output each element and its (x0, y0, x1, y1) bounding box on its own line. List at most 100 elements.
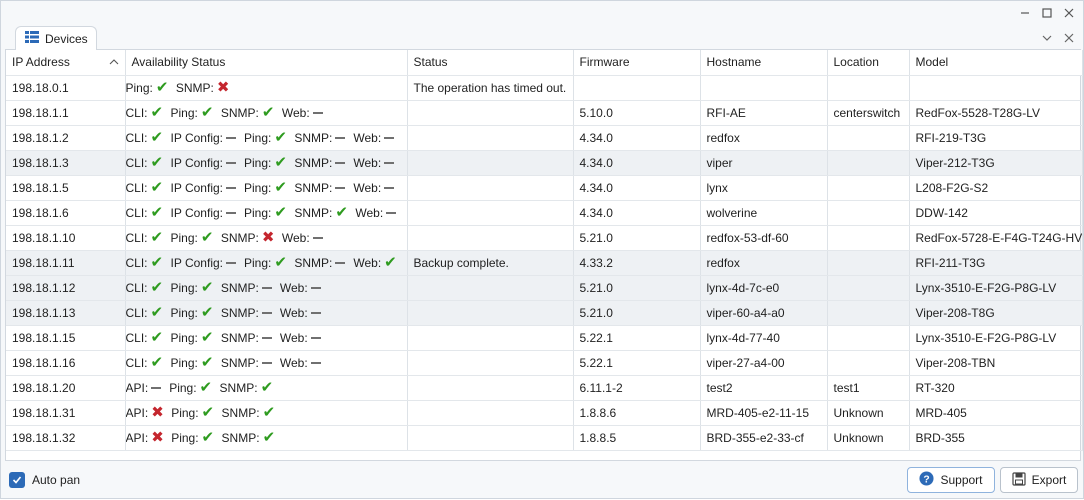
table-row[interactable]: 198.18.1.10 CLI: ✔ Ping: ✔ SNMP: ✖ Web: 5.21.0 re… (6, 225, 1083, 251)
availability-item: CLI: ✔ (125, 155, 164, 170)
table-row[interactable]: 198.18.1.1 CLI: ✔ Ping: ✔ SNMP: ✔ Web: 5.10.0 RFI… (6, 100, 1083, 126)
availability-item: Ping: ✔ (244, 153, 287, 171)
tab-devices[interactable]: Devices (15, 26, 97, 50)
devices-panel: IP Address Availability Status Status Fi… (5, 49, 1083, 461)
cell-model: L208-F2G-S2 (909, 175, 1083, 201)
cell-ip: 198.18.1.13 (6, 300, 126, 326)
cell-location (827, 150, 910, 176)
cell-location (827, 350, 910, 376)
autopan-label: Auto pan (32, 473, 81, 487)
table-row[interactable]: 198.18.1.12 CLI: ✔ Ping: ✔ SNMP: Web: 5.21.0 lyn… (6, 275, 1083, 301)
check-icon: ✔ (155, 78, 169, 96)
availability-item: Ping: ✔ (171, 105, 214, 120)
table-row[interactable]: 198.18.1.20 API: Ping: ✔ SNMP: ✔ 6.11.1-2 test2… (6, 375, 1083, 401)
availability-label: CLI: (125, 155, 148, 170)
table-row[interactable]: 198.18.1.32 API: ✖ Ping: ✔ SNMP: ✔ 1.8.8.5 BRD-3… (6, 425, 1083, 451)
cell-location (827, 300, 910, 326)
check-icon: ✔ (150, 353, 164, 371)
cell-location (827, 275, 910, 301)
close-icon[interactable] (1061, 5, 1077, 21)
cell-hostname: lynx-4d-77-40 (700, 325, 828, 351)
column-header-availability[interactable]: Availability Status (125, 50, 408, 76)
cell-status (407, 425, 574, 451)
availability-item: Web: (280, 306, 321, 320)
cross-icon: ✖ (151, 428, 164, 446)
availability-label: SNMP: (220, 305, 259, 320)
cell-status (407, 125, 574, 151)
cell-ip: 198.18.1.32 (6, 425, 126, 451)
column-header-status[interactable]: Status (407, 50, 574, 76)
cell-firmware: 5.21.0 (573, 225, 701, 251)
availability-label: Web: (279, 355, 308, 370)
availability-item: API: ✖ (126, 405, 164, 420)
availability-item: API: (126, 381, 162, 395)
availability-label: Web: (353, 130, 382, 145)
availability-label: SNMP: (220, 280, 259, 295)
availability-item: Ping: ✔ (170, 355, 214, 370)
table-row[interactable]: 198.18.1.16 CLI: ✔ Ping: ✔ SNMP: Web: 5.22.1 vip… (6, 350, 1083, 376)
cell-hostname: redfox (700, 250, 828, 276)
availability-label: Web: (279, 330, 308, 345)
cell-firmware: 1.8.8.5 (573, 425, 701, 451)
availability-label: Ping: (170, 355, 198, 370)
cell-availability: CLI: ✔ Ping: ✔ SNMP: Web: (125, 300, 408, 326)
availability-label: Ping: (170, 280, 198, 295)
cell-status: The operation has timed out. (407, 75, 574, 101)
minimize-icon[interactable] (1017, 5, 1033, 21)
support-button[interactable]: ? Support (907, 467, 995, 493)
cell-firmware: 4.34.0 (573, 150, 701, 176)
availability-item: Ping: ✔ (171, 230, 214, 245)
table-row[interactable]: 198.18.1.5 CLI: ✔ IP Config: Ping: ✔ SNMP: Web:… (6, 175, 1083, 201)
availability-item: SNMP: ✔ (222, 430, 276, 445)
cell-availability: CLI: ✔ IP Config: Ping: ✔ SNMP: Web: (125, 150, 408, 176)
availability-label: SNMP: (294, 155, 333, 170)
cell-model: Lynx-3510-E-F2G-P8G-LV (909, 275, 1083, 301)
column-header-hostname[interactable]: Hostname (700, 50, 828, 76)
export-button[interactable]: Export (1000, 467, 1078, 493)
table-row[interactable]: 198.18.1.2 CLI: ✔ IP Config: Ping: ✔ SNMP: Web:… (6, 125, 1083, 151)
check-icon: ✔ (274, 203, 287, 221)
cell-location (827, 175, 910, 201)
cell-status (407, 375, 574, 401)
column-header-firmware[interactable]: Firmware (573, 50, 701, 76)
availability-label: IP Config: (170, 180, 223, 195)
availability-item: SNMP: (221, 306, 272, 320)
availability-label: Ping: (244, 130, 272, 145)
check-icon: ✔ (274, 153, 287, 171)
table-header-row: IP Address Availability Status Status Fi… (6, 50, 1083, 76)
table-row[interactable]: 198.18.1.6 CLI: ✔ IP Config: Ping: ✔ SNMP: ✔ Web… (6, 200, 1083, 226)
table-row[interactable]: 198.18.1.13 CLI: ✔ Ping: ✔ SNMP: Web: 5.21.0 vip… (6, 300, 1083, 326)
column-header-ip[interactable]: IP Address (6, 50, 126, 76)
cell-ip: 198.18.1.12 (6, 275, 126, 301)
dash-icon (384, 161, 395, 164)
check-icon: ✔ (150, 278, 164, 296)
dash-icon (310, 361, 321, 364)
column-header-model[interactable]: Model (909, 50, 1083, 76)
cell-location: test1 (827, 375, 910, 401)
table-row[interactable]: 198.18.1.3 CLI: ✔ IP Config: Ping: ✔ SNMP: Web:… (6, 150, 1083, 176)
availability-item: SNMP: ✔ (294, 205, 348, 220)
cell-model: DDW-142 (909, 200, 1083, 226)
cell-availability: API: Ping: ✔ SNMP: ✔ (125, 375, 408, 401)
table-row[interactable]: 198.18.1.31 API: ✖ Ping: ✔ SNMP: ✔ 1.8.8.6 MRD-4… (6, 400, 1083, 426)
column-header-location[interactable]: Location (827, 50, 910, 76)
cell-ip: 198.18.1.31 (6, 400, 126, 426)
availability-label: Web: (355, 205, 384, 220)
availability-item: Ping: ✔ (170, 278, 214, 296)
cell-location (827, 250, 910, 276)
cell-model: RedFox-5728-E-F4G-T24G-HV (909, 225, 1083, 251)
table-row[interactable]: 198.18.1.11 CLI: ✔ IP Config: Ping: ✔ SNMP: Web… (6, 250, 1083, 276)
availability-item: CLI: ✔ (125, 278, 164, 296)
autopan-checkbox[interactable]: Auto pan (9, 472, 80, 488)
availability-label: CLI: (125, 280, 148, 295)
availability-label: Ping: (244, 205, 272, 220)
availability-label: SNMP: (220, 355, 259, 370)
chevron-down-icon[interactable] (1039, 30, 1055, 46)
cell-availability: CLI: ✔ Ping: ✔ SNMP: ✖ Web: (125, 225, 408, 251)
table-row[interactable]: 198.18.0.1 Ping: ✔ SNMP: ✖ The operation has … (6, 75, 1083, 101)
check-icon: ✔ (200, 278, 214, 296)
maximize-icon[interactable] (1039, 5, 1055, 21)
table-row[interactable]: 198.18.1.15 CLI: ✔ Ping: ✔ SNMP: Web: 5.22.1 lyn… (6, 325, 1083, 351)
export-label: Export (1031, 473, 1067, 487)
close-tab-icon[interactable] (1061, 30, 1077, 46)
